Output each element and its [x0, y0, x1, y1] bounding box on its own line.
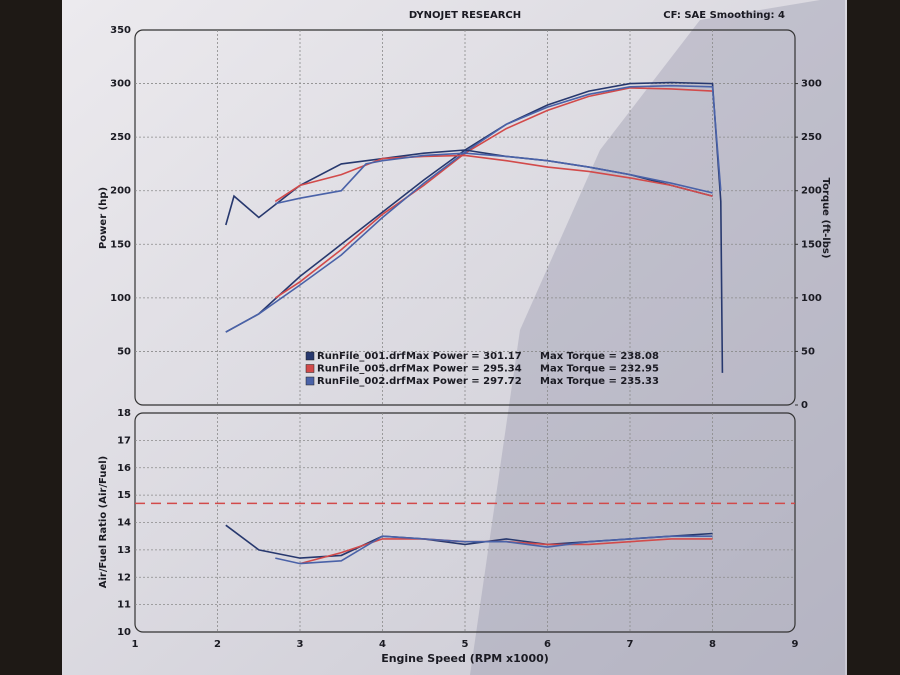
x-tick-label: 5 [462, 639, 469, 650]
legend-power: Max Power = 297.72 [406, 376, 522, 387]
x-tick-label: 4 [379, 639, 386, 650]
paper [62, 0, 847, 675]
x-tick-label: 7 [627, 639, 634, 650]
y-tick-label: 300 [110, 79, 131, 90]
legend-swatch [305, 351, 315, 361]
y2-tick-label: 300 [801, 79, 822, 90]
y-tick-label: 350 [110, 25, 131, 36]
x-tick-label: 8 [709, 639, 716, 650]
series-line [274, 154, 713, 203]
x-tick-label: 2 [214, 639, 221, 650]
legend-swatch [305, 376, 315, 386]
y-tick-label: 12 [117, 572, 131, 583]
y-tick-label: 13 [117, 545, 131, 556]
y2-tick-label: 0 [801, 400, 808, 411]
x-tick-label: 9 [792, 639, 799, 650]
y2-tick-label: 200 [801, 186, 822, 197]
y-tick-label: 100 [110, 293, 131, 304]
series-line [274, 87, 713, 299]
series-line [275, 152, 713, 205]
y-tick-label: 16 [117, 463, 131, 474]
y-tick-label: 50 [117, 346, 131, 357]
x-tick-label: 6 [544, 639, 551, 650]
y-tick-label: 11 [117, 600, 131, 611]
y-tick-label: 15 [117, 490, 131, 501]
title: DYNOJET RESEARCH [409, 10, 521, 21]
series-line [275, 535, 713, 565]
legend-swatch [305, 364, 315, 373]
subtitle: CF: SAE Smoothing: 4 [663, 10, 785, 21]
legend-name: RunFile_001.drf [317, 351, 406, 362]
shadow [470, 0, 845, 675]
y2-tick-label: 250 [801, 132, 822, 143]
y2-tick-label: 100 [801, 293, 822, 304]
y2-tick-label: 150 [801, 239, 822, 250]
y-tick-label: 250 [110, 132, 131, 143]
y-tick-label: 14 [117, 518, 131, 529]
legend-power: Max Power = 295.34 [406, 364, 522, 375]
y-axis-title: Power (hp) [98, 187, 109, 249]
y-tick-label: 18 [117, 408, 131, 419]
y-tick-label: 17 [117, 435, 131, 446]
legend-name: RunFile_005.drf [317, 364, 406, 375]
legend-name: RunFile_002.drf [317, 376, 406, 387]
y-axis-title: Air/Fuel Ratio (Air/Fuel) [98, 456, 109, 588]
legend-torque: Max Torque = 238.08 [540, 351, 659, 362]
legend-power: Max Power = 301.17 [406, 351, 522, 362]
x-tick-label: 3 [297, 639, 304, 650]
x-tick-label: 1 [132, 639, 139, 650]
y-tick-label: 150 [110, 239, 131, 250]
y-tick-label: 10 [117, 627, 131, 638]
legend-torque: Max Torque = 235.33 [540, 376, 659, 387]
legend-torque: Max Torque = 232.95 [540, 364, 659, 375]
y-tick-label: 200 [110, 186, 131, 197]
y2-tick-label: 50 [801, 346, 815, 357]
series-line [225, 84, 722, 333]
x-axis-title: Engine Speed (RPM x1000) [381, 652, 549, 665]
y2-axis-title: Torque (ft-lbs) [820, 178, 831, 259]
